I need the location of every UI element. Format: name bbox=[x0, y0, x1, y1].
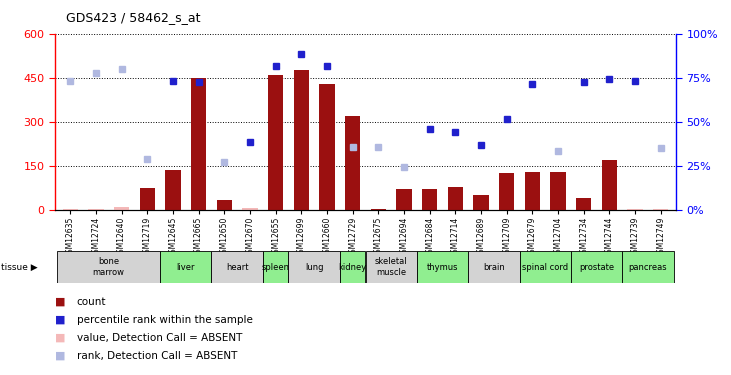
Bar bbox=[165, 170, 181, 210]
Text: bone
marrow: bone marrow bbox=[93, 258, 125, 277]
Text: count: count bbox=[77, 297, 106, 307]
Bar bbox=[140, 188, 155, 210]
Text: pancreas: pancreas bbox=[629, 262, 667, 272]
Text: ■: ■ bbox=[55, 315, 65, 325]
Bar bbox=[371, 209, 386, 210]
Bar bbox=[474, 195, 489, 210]
Text: heart: heart bbox=[226, 262, 249, 272]
Text: skeletal
muscle: skeletal muscle bbox=[375, 258, 407, 277]
Bar bbox=[447, 186, 463, 210]
Bar bbox=[345, 116, 360, 210]
Bar bbox=[499, 173, 515, 210]
Bar bbox=[571, 251, 622, 283]
Bar bbox=[289, 251, 340, 283]
Bar bbox=[263, 251, 289, 283]
Text: ■: ■ bbox=[55, 333, 65, 343]
Text: spinal cord: spinal cord bbox=[522, 262, 568, 272]
Bar bbox=[366, 251, 417, 283]
Text: kidney: kidney bbox=[338, 262, 367, 272]
Bar bbox=[88, 209, 104, 210]
Bar bbox=[520, 251, 571, 283]
Bar bbox=[622, 251, 673, 283]
Bar bbox=[653, 209, 668, 210]
Text: percentile rank within the sample: percentile rank within the sample bbox=[77, 315, 253, 325]
Bar bbox=[422, 189, 437, 210]
Text: lung: lung bbox=[305, 262, 323, 272]
Bar bbox=[58, 251, 160, 283]
Bar bbox=[114, 207, 129, 210]
Bar bbox=[396, 189, 412, 210]
Bar bbox=[319, 84, 335, 210]
Bar bbox=[294, 70, 309, 210]
Text: ■: ■ bbox=[55, 297, 65, 307]
Text: rank, Detection Call = ABSENT: rank, Detection Call = ABSENT bbox=[77, 351, 237, 361]
Bar bbox=[627, 209, 643, 210]
Text: ■: ■ bbox=[55, 351, 65, 361]
Bar bbox=[550, 172, 566, 210]
Bar bbox=[576, 198, 591, 210]
Text: tissue ▶: tissue ▶ bbox=[1, 263, 37, 272]
Bar bbox=[268, 75, 284, 210]
Text: liver: liver bbox=[176, 262, 195, 272]
Text: GDS423 / 58462_s_at: GDS423 / 58462_s_at bbox=[66, 11, 200, 24]
Bar bbox=[602, 160, 617, 210]
Bar bbox=[468, 251, 520, 283]
Text: thymus: thymus bbox=[427, 262, 458, 272]
Bar bbox=[211, 251, 263, 283]
Bar bbox=[340, 251, 366, 283]
Bar bbox=[160, 251, 211, 283]
Bar bbox=[417, 251, 468, 283]
Text: brain: brain bbox=[483, 262, 504, 272]
Text: spleen: spleen bbox=[262, 262, 289, 272]
Bar bbox=[525, 172, 540, 210]
Bar bbox=[216, 200, 232, 210]
Bar bbox=[191, 78, 206, 210]
Bar bbox=[242, 208, 257, 210]
Text: value, Detection Call = ABSENT: value, Detection Call = ABSENT bbox=[77, 333, 242, 343]
Bar bbox=[63, 209, 78, 210]
Text: prostate: prostate bbox=[579, 262, 614, 272]
